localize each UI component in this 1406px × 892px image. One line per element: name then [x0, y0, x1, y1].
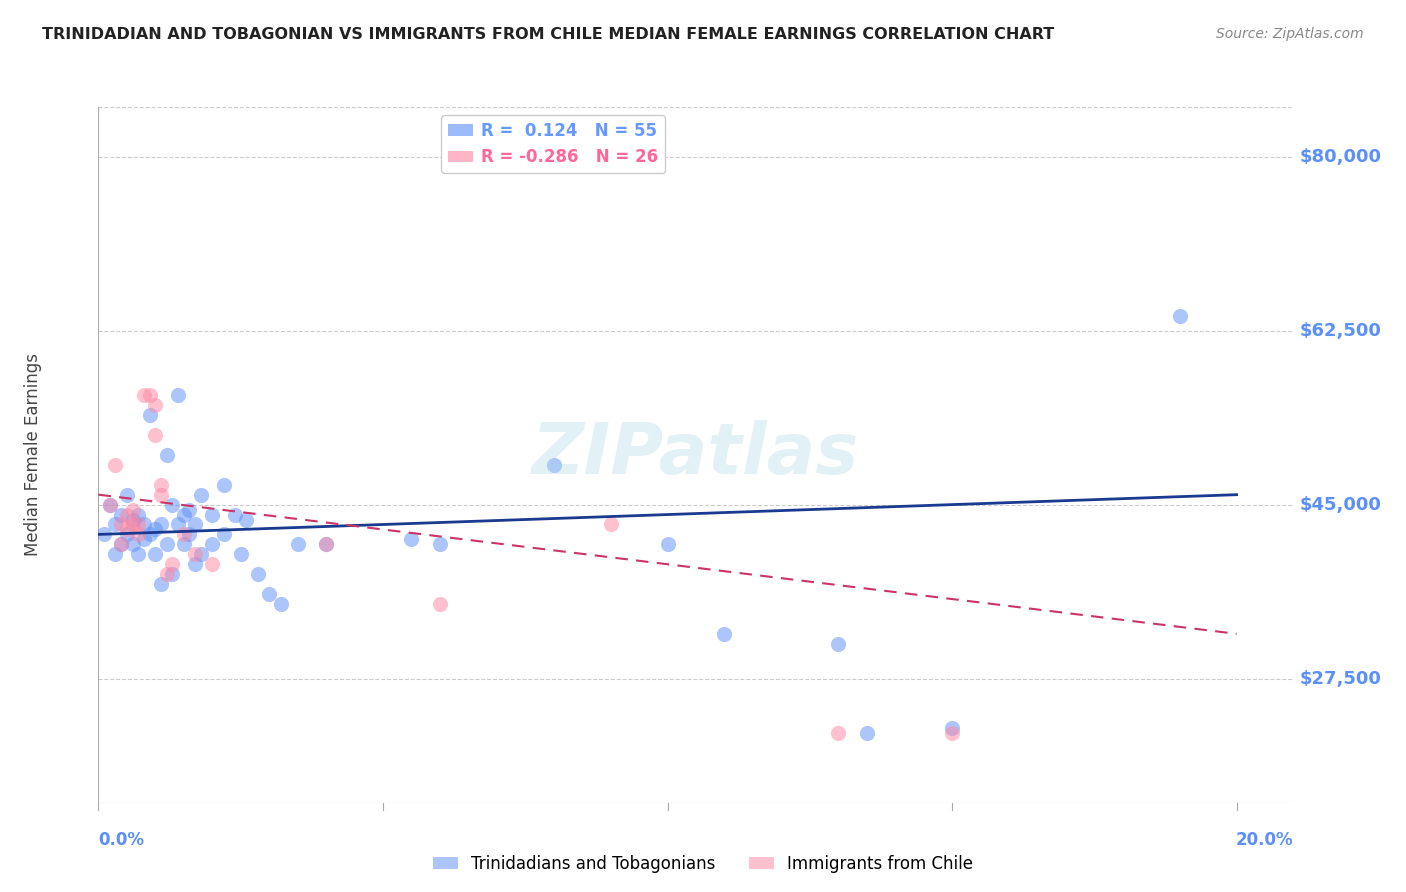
Text: $62,500: $62,500 [1299, 322, 1381, 340]
Point [132, 517, 155, 532]
Point [941, 726, 963, 740]
Point [121, 537, 143, 551]
Point [184, 517, 207, 532]
Point [229, 547, 252, 561]
Point [179, 527, 201, 541]
Point [143, 428, 166, 442]
Point [827, 637, 849, 651]
Point [150, 577, 173, 591]
Point [235, 512, 257, 526]
Point [246, 567, 269, 582]
Point [190, 547, 212, 561]
Point [287, 537, 309, 551]
Point [179, 502, 201, 516]
Point [657, 537, 679, 551]
Point [543, 458, 565, 472]
Point [104, 517, 127, 532]
Point [201, 537, 224, 551]
Point [173, 527, 195, 541]
Text: TRINIDADIAN AND TOBAGONIAN VS IMMIGRANTS FROM CHILE MEDIAN FEMALE EARNINGS CORRE: TRINIDADIAN AND TOBAGONIAN VS IMMIGRANTS… [42, 27, 1054, 42]
Point [257, 587, 280, 601]
Point [827, 726, 849, 740]
Point [121, 502, 143, 516]
Point [201, 508, 224, 522]
Text: Median Female Earnings: Median Female Earnings [24, 353, 42, 557]
Point [156, 537, 179, 551]
Point [224, 508, 246, 522]
Point [138, 408, 160, 422]
Point [162, 558, 184, 572]
Point [167, 517, 190, 532]
Point [429, 537, 451, 551]
Point [156, 567, 179, 582]
Point [93, 527, 115, 541]
Point [150, 477, 173, 491]
Text: $45,000: $45,000 [1299, 496, 1381, 514]
Point [713, 627, 735, 641]
Point [156, 448, 179, 462]
Point [143, 523, 166, 537]
Text: 20.0%: 20.0% [1236, 830, 1294, 848]
Text: $27,500: $27,500 [1299, 670, 1381, 688]
Point [127, 527, 149, 541]
Text: Source: ZipAtlas.com: Source: ZipAtlas.com [1216, 27, 1364, 41]
Point [150, 488, 173, 502]
Point [1168, 309, 1191, 323]
Point [121, 512, 143, 526]
Point [429, 597, 451, 611]
Point [110, 537, 132, 551]
Point [127, 547, 149, 561]
Legend: Trinidadians and Tobagonians, Immigrants from Chile: Trinidadians and Tobagonians, Immigrants… [426, 848, 980, 880]
Point [212, 477, 235, 491]
Point [173, 508, 195, 522]
Point [143, 398, 166, 412]
Point [127, 517, 149, 532]
Point [401, 533, 423, 547]
Point [315, 537, 337, 551]
Point [315, 537, 337, 551]
Point [212, 527, 235, 541]
Point [121, 517, 143, 532]
Point [127, 508, 149, 522]
Point [110, 517, 132, 532]
Point [138, 388, 160, 402]
Text: ZIPatlas: ZIPatlas [533, 420, 859, 490]
Point [132, 388, 155, 402]
Point [110, 537, 132, 551]
Point [110, 508, 132, 522]
Point [599, 517, 621, 532]
Text: 0.0%: 0.0% [98, 830, 145, 848]
Point [143, 547, 166, 561]
Point [162, 498, 184, 512]
Text: $80,000: $80,000 [1299, 148, 1382, 166]
Point [855, 726, 877, 740]
Point [138, 527, 160, 541]
Point [167, 388, 190, 402]
Point [115, 527, 138, 541]
Point [98, 498, 121, 512]
Point [98, 498, 121, 512]
Point [132, 533, 155, 547]
Point [115, 488, 138, 502]
Legend: R =  0.124   N = 55, R = -0.286   N = 26: R = 0.124 N = 55, R = -0.286 N = 26 [441, 115, 665, 173]
Point [173, 537, 195, 551]
Point [115, 508, 138, 522]
Point [270, 597, 292, 611]
Point [115, 523, 138, 537]
Point [104, 547, 127, 561]
Point [104, 458, 127, 472]
Point [941, 721, 963, 735]
Point [190, 488, 212, 502]
Point [150, 517, 173, 532]
Point [184, 547, 207, 561]
Point [162, 567, 184, 582]
Point [184, 558, 207, 572]
Point [201, 558, 224, 572]
